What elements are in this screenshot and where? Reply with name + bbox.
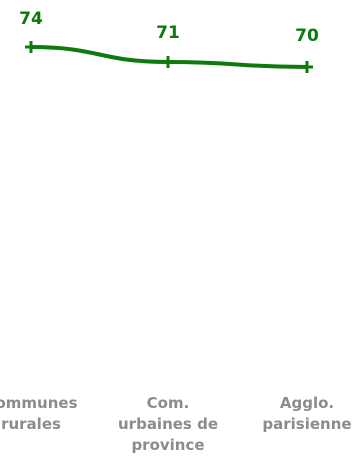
- data-label: 74: [19, 9, 43, 29]
- category-label: Agglo. parisienne: [262, 394, 352, 433]
- category-label: Com. urbaines de province: [118, 394, 218, 454]
- data-point-marker: [25, 41, 37, 53]
- data-label: 70: [295, 26, 319, 46]
- data-label: 71: [156, 23, 180, 43]
- data-point-marker: [162, 56, 174, 68]
- category-label: Communes rurales: [0, 394, 78, 433]
- data-point-marker: [301, 61, 313, 73]
